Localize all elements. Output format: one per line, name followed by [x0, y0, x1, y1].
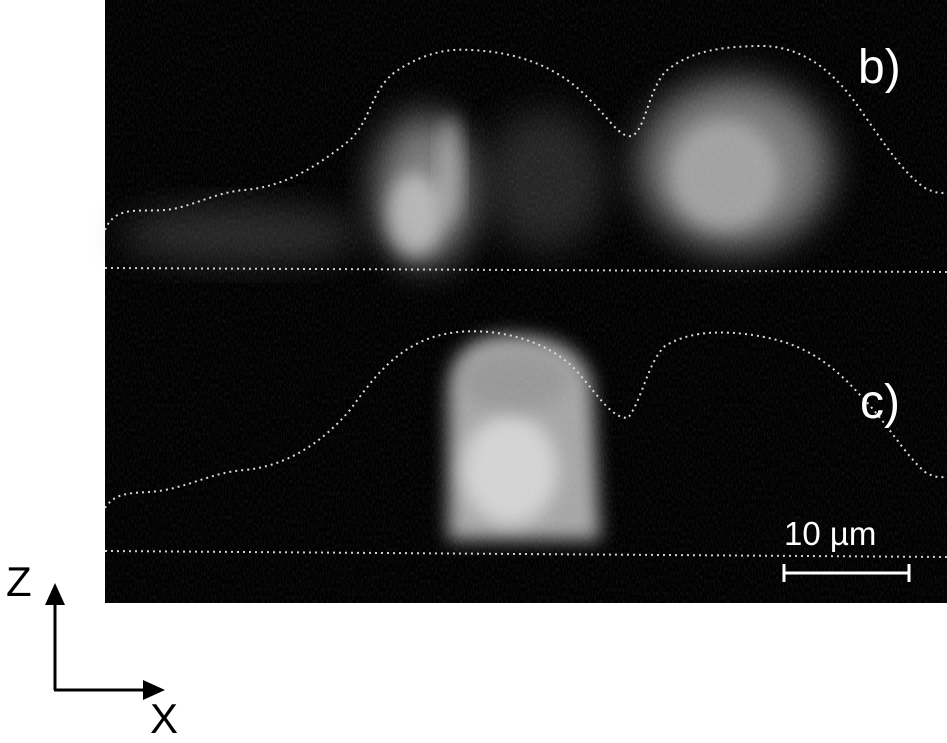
scale-bar: 10 µm — [782, 515, 911, 582]
image-noise — [105, 0, 947, 603]
axis-indicator: Z X — [6, 558, 178, 742]
z-axis-arrowhead — [45, 583, 65, 605]
x-axis-label: X — [150, 695, 178, 742]
z-axis-label: Z — [6, 558, 32, 605]
x-axis-arrowhead — [143, 680, 165, 700]
scale-bar-label: 10 µm — [784, 515, 876, 552]
